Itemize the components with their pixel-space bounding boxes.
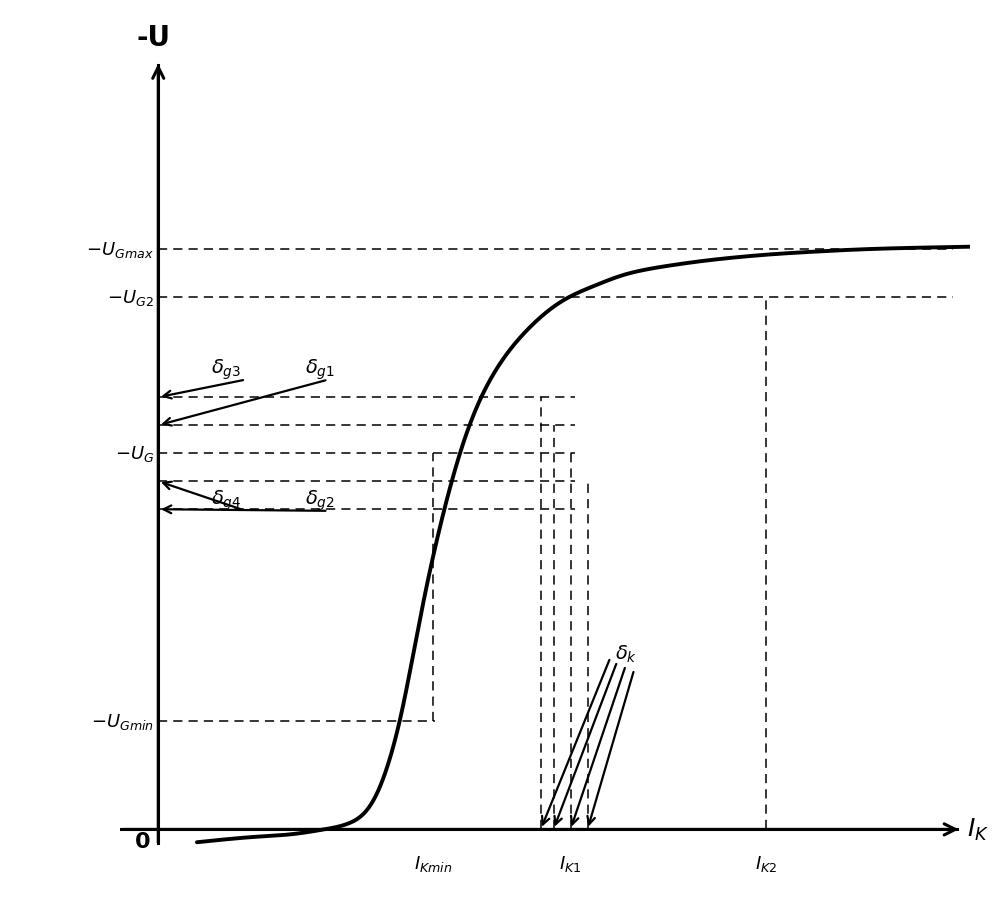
Text: $I_{Kmin}$: $I_{Kmin}$ xyxy=(414,854,452,873)
Text: $\delta_{g3}$: $\delta_{g3}$ xyxy=(211,357,241,382)
Text: $\delta_{g2}$: $\delta_{g2}$ xyxy=(305,488,335,512)
Text: $-U_{G2}$: $-U_{G2}$ xyxy=(107,288,154,308)
Text: $I_{K1}$: $I_{K1}$ xyxy=(559,854,582,873)
Text: $\delta_{g4}$: $\delta_{g4}$ xyxy=(211,488,241,512)
Text: $-U_{Gmax}$: $-U_{Gmax}$ xyxy=(86,240,154,260)
Text: $-U_{Gmin}$: $-U_{Gmin}$ xyxy=(91,711,154,732)
Text: $-U_G$: $-U_G$ xyxy=(115,444,154,464)
Text: $I_{K2}$: $I_{K2}$ xyxy=(755,854,777,873)
Text: $\delta_k$: $\delta_k$ xyxy=(615,643,637,664)
Text: -U: -U xyxy=(137,24,171,51)
Text: $\delta_{g1}$: $\delta_{g1}$ xyxy=(305,357,335,382)
Text: $I_K$: $I_K$ xyxy=(967,816,989,843)
Text: 0: 0 xyxy=(135,831,151,851)
